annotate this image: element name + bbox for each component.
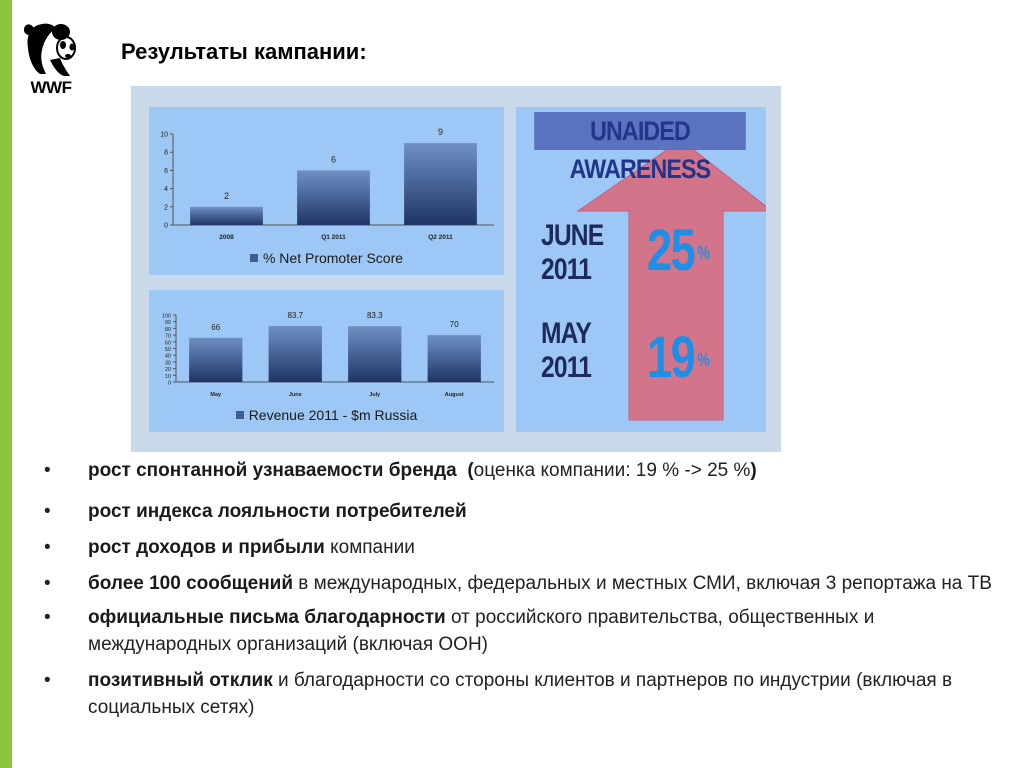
- legend-swatch: [235, 411, 244, 419]
- june-unit: %: [697, 243, 710, 263]
- june-year: 2011: [541, 253, 592, 286]
- data-label: 2: [224, 191, 229, 201]
- x-tick-label: 2008: [219, 234, 234, 241]
- y-tick-label: 50: [165, 347, 171, 353]
- bullet-text: компании: [324, 537, 415, 558]
- accent-sidebar-bar: [0, 0, 12, 768]
- page-title: Результаты кампании:: [121, 39, 367, 64]
- data-label: 83.7: [287, 311, 303, 320]
- bullet-item-awareness: • рост спонтанной узнаваемости бренда (оц…: [44, 457, 1004, 484]
- awareness-heading: UNAIDED AWARENESS: [534, 112, 746, 184]
- bar: [348, 326, 402, 382]
- nps-chart: 0 2 4 6 8 10 2 2008 6 Q1 2011 9 Q2 2011: [149, 107, 504, 275]
- bullet-text: и благодарности со стороны клиентов и па…: [88, 670, 953, 718]
- bullet-bold: рост доходов и прибыли: [88, 537, 325, 558]
- may-2011-label: MAY 2011: [541, 317, 592, 385]
- y-tick-label: 4: [164, 186, 168, 193]
- bar: [404, 143, 477, 225]
- x-tick-label: May: [210, 392, 222, 398]
- bullet-dot: •: [44, 670, 51, 691]
- revenue-chart: 0 10 20 30 40 50 60 70 80 90 100 66 May 83.7 June 83.3 J…: [149, 290, 504, 432]
- y-tick-label: 20: [165, 367, 171, 373]
- bullet-text: оценка компании: 19 % -> 25 %: [473, 460, 751, 481]
- june-2011-label: JUNE 2011: [541, 219, 604, 287]
- revenue-legend-text: Revenue 2011 - $m Russia: [248, 407, 418, 423]
- y-tick-label: 10: [160, 132, 168, 139]
- nps-legend: % Net Promoter Score: [149, 250, 504, 266]
- x-tick-label: Q2 2011: [428, 234, 453, 241]
- may-month: MAY: [541, 317, 592, 350]
- y-tick-label: 8: [164, 150, 168, 157]
- bullet-text: от российского правительства, общественн…: [88, 607, 875, 655]
- y-tick-label: 80: [165, 327, 171, 333]
- y-tick-label: 60: [165, 340, 171, 346]
- nps-chart-svg: 0 2 4 6 8 10 2 2008 6 Q1 2011 9 Q2 2011: [160, 127, 494, 241]
- bullet-item-letters: • официальные письма благодарности от рос…: [44, 604, 1004, 658]
- bullet-bold: рост спонтанной узнаваемости бренда: [88, 460, 457, 481]
- data-label: 83.3: [367, 311, 383, 320]
- x-tick-label: Q1 2011: [321, 234, 346, 241]
- bullet-dot: •: [44, 460, 51, 481]
- panda-icon: [24, 23, 76, 76]
- may-value: 19: [647, 325, 696, 390]
- y-tick-label: 30: [165, 360, 171, 366]
- bar: [189, 337, 243, 382]
- may-year: 2011: [541, 351, 592, 384]
- data-label: 70: [450, 320, 459, 329]
- bullet-item-loyalty: • рост индекса лояльности потребителей: [44, 498, 1004, 525]
- bullet-dot: •: [44, 573, 51, 594]
- y-tick-label: 6: [164, 168, 168, 175]
- june-percent: 25%: [647, 222, 710, 280]
- june-month: JUNE: [541, 219, 604, 252]
- bar: [268, 325, 322, 382]
- bullet-item-revenue: • рост доходов и прибыли компании: [44, 534, 1004, 561]
- bullet-dot: •: [44, 607, 51, 628]
- nps-legend-text: % Net Promoter Score: [262, 250, 404, 266]
- bullet-bold: позитивный отклик: [88, 670, 273, 691]
- bullet-bold: более 100 сообщений: [88, 573, 294, 594]
- bullet-bold: официальные письма благодарности: [88, 607, 446, 628]
- y-tick-label: 2: [164, 204, 168, 211]
- x-tick-label: June: [289, 392, 302, 398]
- june-value: 25: [647, 218, 696, 283]
- y-tick-label: 70: [165, 334, 171, 340]
- legend-swatch: [249, 254, 258, 262]
- may-percent: 19%: [647, 329, 710, 387]
- y-tick-label: 0: [164, 223, 168, 230]
- data-label: 66: [211, 323, 220, 332]
- wwf-logo: WWF: [20, 18, 82, 98]
- revenue-legend: Revenue 2011 - $m Russia: [149, 407, 504, 423]
- bar: [427, 335, 481, 382]
- logo-text: WWF: [30, 78, 72, 97]
- bullet-bold: рост индекса лояльности потребителей: [88, 501, 467, 522]
- x-tick-label: July: [369, 392, 381, 398]
- awareness-box: UNAIDED AWARENESS JUNE 2011 25% MAY 2011…: [516, 107, 766, 432]
- up-arrow-icon: [576, 139, 766, 421]
- y-tick-label: 100: [162, 314, 171, 320]
- data-label: 9: [438, 127, 443, 137]
- y-tick-label: 90: [165, 320, 171, 326]
- bullet-item-feedback: • позитивный отклик и благодарности со ст…: [44, 667, 1004, 721]
- revenue-chart-svg: 010203040506070809010066May83.7June83.3J…: [162, 311, 494, 398]
- bullet-text: в международных, федеральных и местных С…: [293, 573, 992, 594]
- y-tick-label: 10: [165, 374, 171, 380]
- y-tick-label: 0: [168, 381, 171, 387]
- bar: [297, 170, 370, 225]
- data-label: 6: [331, 154, 336, 164]
- bar: [190, 206, 263, 225]
- results-bullet-list: • рост спонтанной узнаваемости бренда (оц…: [44, 455, 1004, 721]
- bullet-item-media: • более 100 сообщений в международных, фе…: [44, 570, 1004, 597]
- bullet-dot: •: [44, 537, 51, 558]
- may-unit: %: [697, 350, 710, 370]
- x-tick-label: August: [445, 392, 464, 398]
- y-tick-label: 40: [165, 354, 171, 360]
- bullet-dot: •: [44, 501, 51, 522]
